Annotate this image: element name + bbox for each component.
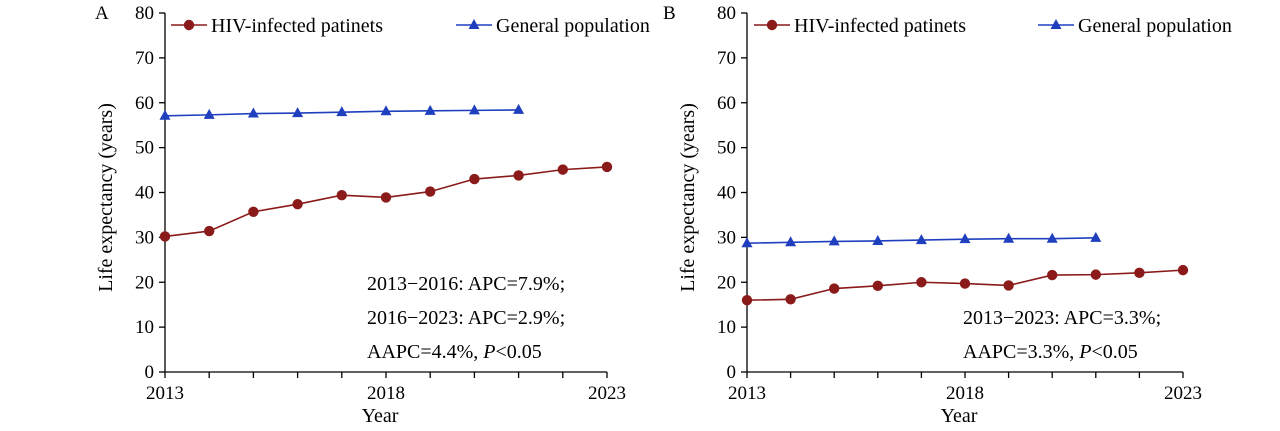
- data-point-hiv: [829, 283, 840, 294]
- y-tick-label: 50: [135, 138, 154, 159]
- data-point-general: [380, 105, 392, 116]
- y-tick-label: 20: [717, 272, 736, 293]
- x-tick-label: 2013: [728, 383, 766, 404]
- y-tick-label: 20: [135, 272, 154, 293]
- panel-letter: A: [95, 3, 109, 24]
- data-point-general: [741, 237, 753, 248]
- data-point-hiv: [513, 170, 524, 181]
- chart-panel-b: B 0 10 20 30 40 50 60 70 80 2013 2018 2023 Year Life e…: [663, 3, 1232, 427]
- legend-item-hiv: HIV-infected patinets: [754, 15, 966, 37]
- y-tick-label: 10: [717, 317, 736, 338]
- data-point-hiv: [292, 198, 303, 210]
- data-point-hiv: [336, 189, 347, 201]
- y-axis-label: Life expectancy (years): [677, 103, 699, 292]
- y-tick-label: 60: [135, 93, 154, 114]
- data-point-hiv: [159, 231, 171, 242]
- data-point-hiv: [557, 164, 568, 175]
- data-point-hiv: [1047, 269, 1058, 281]
- data-point-general: [872, 234, 884, 245]
- legend-label: General population: [496, 15, 650, 37]
- legend-item-general: General population: [456, 15, 650, 37]
- data-point-general: [959, 233, 971, 244]
- y-tick-label: 60: [717, 93, 736, 114]
- panel-letter: B: [663, 3, 676, 24]
- x-tick-label: 2023: [1164, 383, 1202, 404]
- data-point-hiv: [916, 277, 927, 288]
- data-point-general: [915, 234, 927, 245]
- legend-item-hiv: HIV-infected patinets: [171, 15, 383, 37]
- y-tick-label: 50: [717, 138, 736, 159]
- data-point-hiv: [425, 186, 436, 197]
- y-tick-label: 80: [717, 3, 736, 24]
- annotation-line: AAPC=4.4%, P<0.05: [367, 341, 542, 363]
- data-point-hiv: [872, 280, 883, 292]
- data-point-general: [468, 104, 480, 115]
- data-point-general: [1090, 231, 1102, 242]
- y-tick-label: 30: [717, 227, 736, 248]
- data-point-hiv: [1177, 264, 1189, 276]
- data-point-general: [336, 106, 348, 117]
- x-axis-label: Year: [362, 405, 399, 427]
- data-point-general: [1003, 232, 1015, 243]
- legend-marker-circle: [766, 19, 778, 31]
- data-point-hiv: [601, 161, 613, 173]
- y-tick-label: 40: [717, 183, 736, 204]
- data-point-general: [513, 103, 525, 114]
- x-tick-label: 2018: [946, 383, 984, 404]
- data-point-hiv: [1003, 280, 1014, 291]
- y-tick-label: 30: [135, 227, 154, 248]
- annotation-line: 2016−2023: APC=2.9%;: [367, 307, 565, 329]
- y-tick-label: 40: [135, 183, 154, 204]
- legend-marker-triangle: [1050, 19, 1062, 29]
- data-point-hiv: [1134, 267, 1145, 279]
- data-point-general: [1046, 232, 1058, 243]
- data-point-hiv: [248, 206, 259, 217]
- legend-label: HIV-infected patinets: [794, 15, 966, 37]
- annotation-line: AAPC=3.3%, P<0.05: [963, 341, 1138, 363]
- data-point-general: [203, 108, 215, 119]
- data-point-hiv: [380, 192, 392, 203]
- legend-item-general: General population: [1038, 15, 1232, 37]
- legend-marker-circle: [183, 19, 195, 31]
- y-tick-label: 0: [727, 362, 737, 383]
- x-tick-label: 2023: [588, 383, 626, 404]
- y-tick-label: 70: [717, 48, 736, 69]
- data-point-hiv: [204, 225, 215, 237]
- legend-label: General population: [1078, 15, 1232, 37]
- y-tick-label: 0: [145, 362, 155, 383]
- y-tick-label: 80: [135, 3, 154, 24]
- data-point-general: [828, 235, 840, 246]
- data-point-hiv: [1090, 269, 1102, 280]
- y-tick-label: 10: [135, 317, 154, 338]
- data-point-general: [292, 107, 304, 118]
- annotation-line: 2013−2023: APC=3.3%;: [963, 307, 1161, 329]
- data-point-hiv: [741, 295, 753, 306]
- data-point-hiv: [469, 173, 480, 185]
- legend-label: HIV-infected patinets: [211, 15, 383, 37]
- data-point-general: [424, 104, 436, 115]
- y-tick-label: 70: [135, 48, 154, 69]
- y-axis-label: Life expectancy (years): [95, 103, 117, 292]
- data-point-hiv: [959, 278, 971, 289]
- data-point-general: [785, 236, 797, 247]
- legend-marker-triangle: [468, 19, 480, 29]
- data-point-general: [247, 107, 259, 118]
- data-point-hiv: [785, 294, 796, 305]
- x-axis-label: Year: [941, 405, 978, 427]
- annotation-line: 2013−2016: APC=7.9%;: [367, 273, 565, 295]
- x-tick-label: 2018: [367, 383, 405, 404]
- chart-panel-a: A 0 10 20 30 40 50 60 70 80 2013 2018 2023 Year Life e…: [95, 3, 650, 427]
- x-tick-label: 2013: [146, 383, 184, 404]
- data-point-general: [159, 109, 171, 120]
